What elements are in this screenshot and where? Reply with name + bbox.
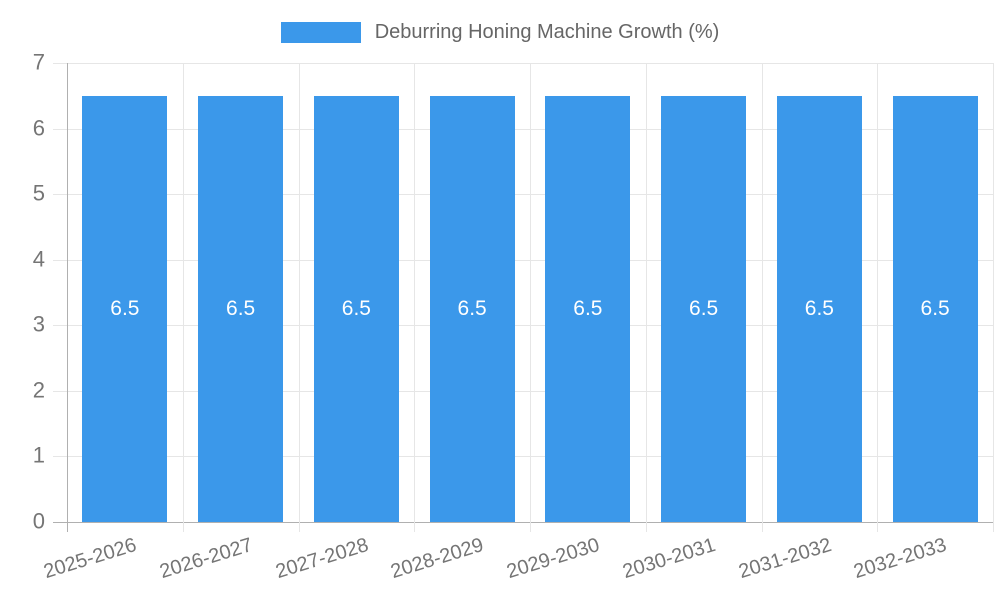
y-tick-label-3: 3: [32, 311, 45, 337]
y-axis-line: [67, 63, 68, 532]
x-tick-label-2029-2030: 2029-2030: [504, 534, 603, 584]
y-tick-label-7: 7: [32, 49, 45, 75]
legend-label: Deburring Honing Machine Growth (%): [374, 21, 720, 43]
bar-2032-2033[interactable]: [892, 95, 978, 522]
gridline-y-1: [53, 456, 993, 458]
gridline-x-5: [645, 63, 647, 532]
y-tick-label-5: 5: [32, 180, 45, 206]
bar-value-label-2025-2026: 6.5: [110, 296, 140, 320]
x-tick-label-2027-2028: 2027-2028: [272, 534, 371, 584]
bar-2031-2032[interactable]: [776, 95, 862, 522]
gridline-y-6: [53, 128, 993, 130]
bar-value-label-2029-2030: 6.5: [573, 296, 603, 320]
y-tick-label-6: 6: [32, 115, 45, 141]
x-tick-label-2030-2031: 2030-2031: [620, 534, 719, 584]
gridline-y-2: [53, 390, 993, 392]
bar-2028-2029[interactable]: [429, 95, 515, 522]
bar-2026-2027[interactable]: [198, 95, 284, 522]
bar-value-label-2027-2028: 6.5: [341, 296, 371, 320]
gridline-x-4: [530, 63, 531, 532]
x-tick-label-2032-2033: 2032-2033: [851, 534, 950, 584]
x-tick-label-2026-2027: 2026-2027: [157, 534, 256, 584]
bar-value-label-2026-2027: 6.5: [226, 296, 256, 320]
chart-legend[interactable]: Deburring Honing Machine Growth (%): [0, 21, 1000, 44]
gridline-x-6: [761, 63, 763, 532]
plot-area: 0 1 2 3 4 5 6 7 6.5 2025-2026 6.5 2026-2027 6.5 2027-…: [33, 49, 994, 583]
gridline-y-4: [53, 259, 993, 261]
y-tick-label-4: 4: [32, 246, 45, 272]
y-tick-label-0: 0: [32, 508, 45, 534]
x-tick-label-2031-2032: 2031-2032: [735, 534, 834, 584]
bar-value-label-2030-2031: 6.5: [689, 296, 719, 320]
bar-2030-2031[interactable]: [661, 95, 747, 522]
x-axis-line: [53, 522, 993, 523]
bar-value-label-2031-2032: 6.5: [804, 296, 834, 320]
bar-value-label-2032-2033: 6.5: [920, 296, 950, 320]
gridline-x-7: [877, 63, 879, 532]
gridline-y-3: [53, 325, 993, 327]
y-tick-label-2: 2: [32, 377, 45, 403]
gridline-x-1: [182, 63, 184, 532]
x-tick-label-2025-2026: 2025-2026: [41, 534, 140, 584]
gridline-x-2: [298, 63, 300, 532]
gridline-x-8: [993, 63, 994, 532]
bar-2029-2030[interactable]: [545, 95, 631, 522]
bar-2025-2026[interactable]: [82, 95, 168, 522]
bar-value-label-2028-2029: 6.5: [457, 296, 487, 320]
gridline-y-7: [53, 63, 993, 64]
legend-swatch-icon: [280, 22, 361, 43]
bar-2027-2028[interactable]: [313, 95, 399, 522]
y-tick-label-1: 1: [32, 442, 45, 468]
gridline-y-5: [53, 194, 993, 196]
gridline-x-3: [414, 63, 416, 532]
x-tick-label-2028-2029: 2028-2029: [388, 534, 487, 584]
